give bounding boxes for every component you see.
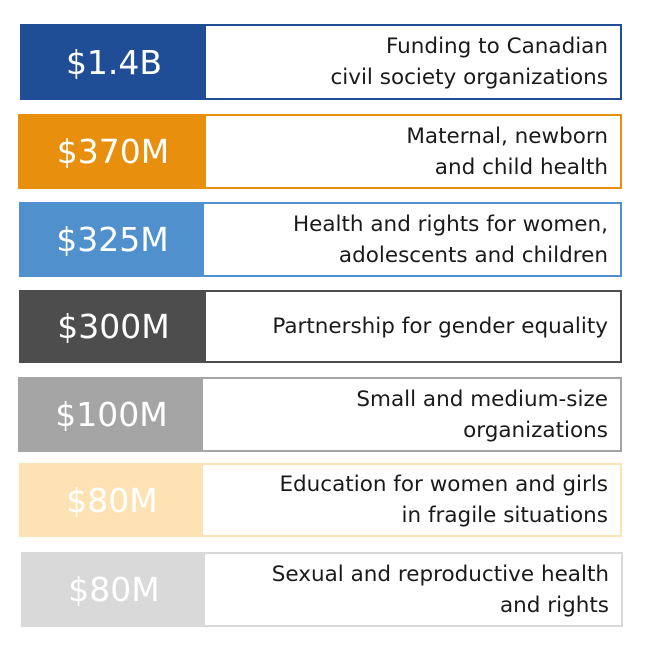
funding-description: Funding to Canadian civil society organi… <box>206 26 620 98</box>
funding-description-text: Maternal, newborn and child health <box>406 123 608 180</box>
funding-description: Sexual and reproductive health and right… <box>205 554 621 625</box>
funding-description-text: Funding to Canadian civil society organi… <box>330 34 608 90</box>
funding-description: Small and medium-size organizations <box>203 379 620 450</box>
funding-description-text: Health and rights for women, adolescents… <box>292 211 608 268</box>
funding-amount: $325M <box>21 204 204 275</box>
funding-row-1: $1.4B Funding to Canadian civil society … <box>20 24 622 100</box>
funding-row-6: $80M Education for women and girls in fr… <box>19 463 622 537</box>
funding-description-text: Education for women and girls in fragile… <box>279 472 608 528</box>
funding-description: Partnership for gender equality <box>206 292 620 361</box>
funding-description-text: Small and medium-size organizations <box>356 386 608 443</box>
funding-row-4: $300M Partnership for gender equality <box>19 290 622 363</box>
funding-description-text: Partnership for gender equality <box>272 314 608 339</box>
funding-row-2: $370M Maternal, newborn and child health <box>18 114 622 189</box>
funding-amount: $370M <box>20 116 206 187</box>
funding-amount: $300M <box>21 292 206 361</box>
funding-amount: $100M <box>20 379 203 450</box>
funding-description: Health and rights for women, adolescents… <box>204 204 620 275</box>
funding-row-3: $325M Health and rights for women, adole… <box>19 202 622 277</box>
funding-amount: $80M <box>23 554 205 625</box>
funding-amount: $1.4B <box>22 26 206 98</box>
funding-description: Education for women and girls in fragile… <box>203 465 620 535</box>
funding-row-5: $100M Small and medium-size organization… <box>18 377 622 452</box>
funding-amount: $80M <box>21 465 203 535</box>
funding-description-text: Sexual and reproductive health and right… <box>271 561 609 618</box>
funding-description: Maternal, newborn and child health <box>206 116 620 187</box>
funding-row-7: $80M Sexual and reproductive health and … <box>21 552 623 627</box>
